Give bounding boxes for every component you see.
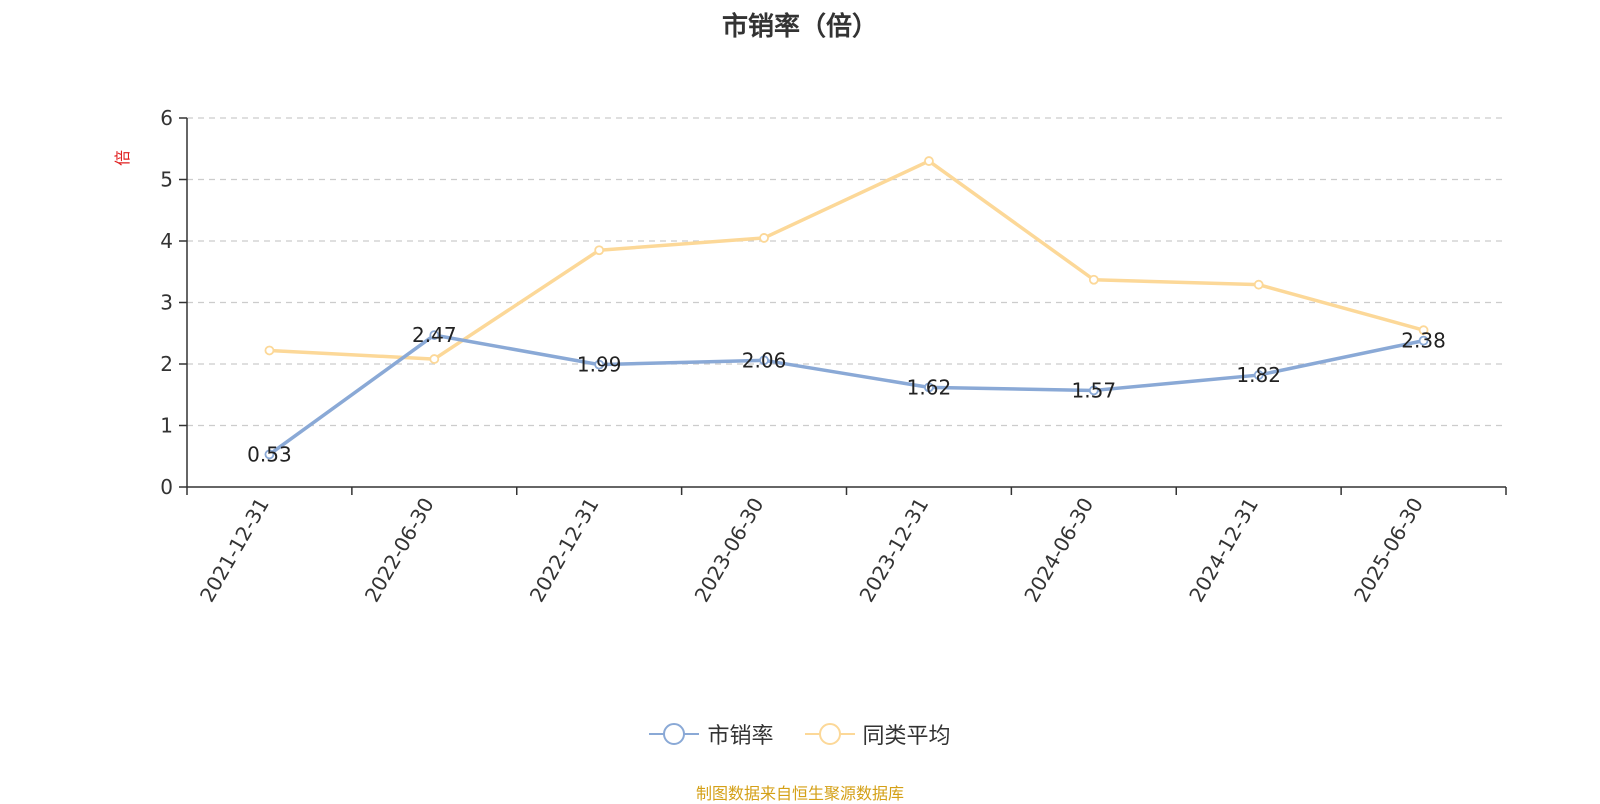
source-note: 制图数据来自恒生聚源数据库 bbox=[695, 784, 904, 803]
data-point bbox=[264, 449, 275, 460]
y-tick-label: 5 bbox=[160, 168, 173, 192]
x-tick-label: 2024-06-30 bbox=[1019, 494, 1098, 607]
x-tick-label: 2025-06-30 bbox=[1349, 494, 1428, 607]
x-tick-label: 2022-06-30 bbox=[360, 494, 439, 607]
x-tick-label: 2024-12-31 bbox=[1184, 494, 1263, 607]
data-point bbox=[1088, 385, 1099, 396]
data-point bbox=[594, 245, 605, 256]
data-labels: 0.53 2.47 1.99 2.06 1.62 1.57 1.82 2.38 bbox=[247, 323, 1446, 466]
legend-marker-icon bbox=[804, 723, 855, 745]
x-tick-label: 2023-06-30 bbox=[689, 494, 768, 607]
data-point bbox=[1418, 335, 1429, 346]
legend-marker-icon bbox=[649, 723, 700, 745]
data-point bbox=[759, 355, 769, 366]
data-point bbox=[759, 233, 769, 243]
x-tick-label: 2023-12-31 bbox=[854, 494, 933, 607]
data-label: 2.47 bbox=[412, 323, 457, 347]
data-point bbox=[1253, 279, 1264, 290]
y-tick-label: 1 bbox=[160, 414, 173, 438]
series-line-1 bbox=[268, 333, 1424, 456]
data-point bbox=[924, 382, 934, 393]
y-tick-label: 2 bbox=[160, 352, 173, 376]
data-label: 1.82 bbox=[1236, 363, 1281, 387]
series-lines bbox=[264, 156, 1429, 460]
data-point bbox=[1418, 325, 1429, 336]
legend-label: 同类平均 bbox=[862, 724, 951, 749]
grid-lines bbox=[187, 117, 1506, 427]
legend: 市销率 同类平均 bbox=[0, 718, 1600, 753]
data-point bbox=[429, 354, 440, 364]
data-label: 1.62 bbox=[907, 375, 952, 399]
data-point bbox=[924, 156, 934, 166]
data-point bbox=[429, 330, 440, 340]
data-label: 2.06 bbox=[742, 348, 787, 372]
data-point bbox=[594, 359, 605, 370]
y-axis-unit-label: 倍 bbox=[113, 150, 132, 166]
legend-label: 市销率 bbox=[707, 724, 774, 749]
data-label: 1.57 bbox=[1072, 378, 1117, 402]
x-tick-label: 2022-12-31 bbox=[525, 494, 604, 607]
y-tick-label: 0 bbox=[160, 475, 173, 499]
legend-item-series-1[interactable]: 市销率 bbox=[649, 718, 774, 750]
data-label: 0.53 bbox=[247, 442, 292, 466]
data-point bbox=[264, 345, 275, 356]
x-tick-label: 2021-12-31 bbox=[195, 494, 274, 607]
data-point bbox=[1253, 370, 1264, 380]
data-label: 1.99 bbox=[577, 353, 622, 377]
data-label: 2.38 bbox=[1401, 329, 1446, 353]
data-point bbox=[1088, 274, 1099, 285]
chart-title: 市销率（倍） bbox=[721, 12, 878, 42]
y-tick-label: 3 bbox=[160, 291, 173, 315]
legend-item-series-2[interactable]: 同类平均 bbox=[804, 718, 951, 750]
y-tick-label: 6 bbox=[160, 106, 173, 130]
y-tick-label: 4 bbox=[160, 229, 173, 253]
